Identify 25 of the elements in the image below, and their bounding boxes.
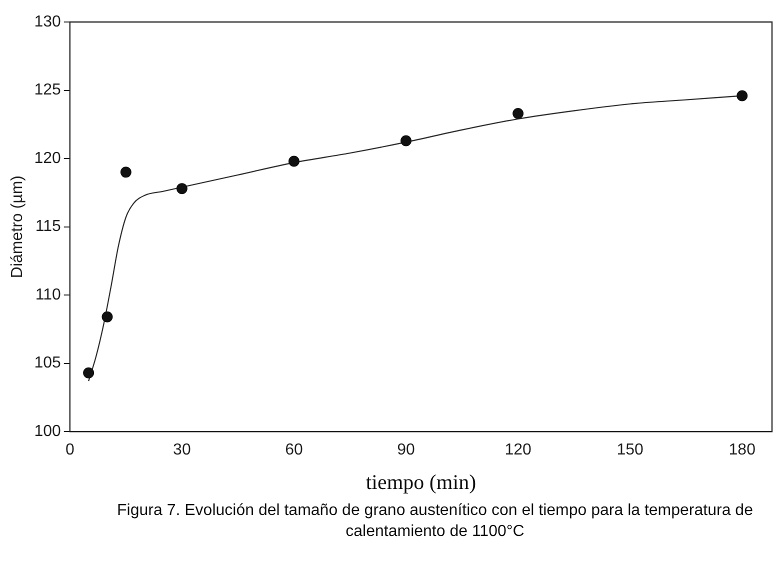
- point: [512, 108, 524, 119]
- y-axis-title: Diámetro (µm): [9, 176, 26, 278]
- point: [120, 166, 132, 178]
- y-tick-label: 110: [35, 286, 61, 304]
- x-tick-label: 150: [616, 442, 644, 459]
- y-tick-label: 105: [34, 354, 61, 372]
- x-tick-label: 0: [65, 442, 74, 459]
- point: [288, 156, 300, 167]
- point: [736, 90, 748, 102]
- x-tick-label: 120: [504, 442, 532, 459]
- point: [400, 135, 412, 146]
- x-tick-label: 180: [728, 442, 756, 459]
- text: Figura 7. Evolución del tamaño de grano austenítico con el tiempo para la temperatura de calentamiento de 1100°C: [116, 501, 754, 542]
- y-tick-label: 100: [34, 423, 61, 440]
- point: [102, 311, 113, 322]
- x-tick-label: 60: [285, 442, 303, 459]
- y-tick-label: 120: [34, 150, 61, 167]
- x-axis-title: tiempo (min): [366, 470, 476, 494]
- point: [176, 183, 188, 194]
- y-tick-label: 130: [34, 13, 61, 30]
- point: [83, 367, 94, 378]
- x-tick-label: 30: [173, 442, 191, 459]
- y-tick-label: 115: [35, 218, 61, 236]
- y-tick-label: 125: [34, 82, 61, 99]
- x-tick-label: 90: [397, 442, 416, 459]
